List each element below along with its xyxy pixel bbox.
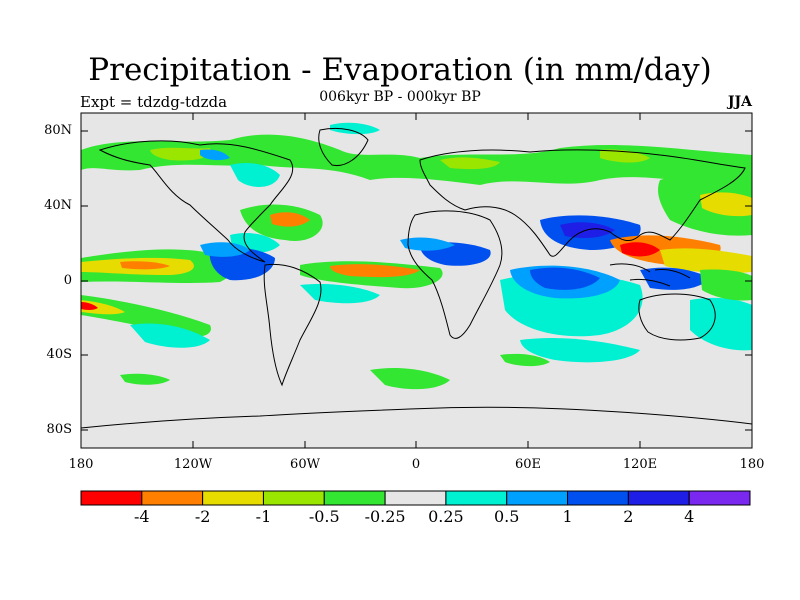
colorbar-swatch [262,490,325,506]
colorbar-swatch [627,490,690,506]
anomaly-region-southern-ocean-green-1 [370,368,450,390]
anomaly-region-southern-ocean-cyan [520,338,640,363]
colorbar-swatch [141,490,204,506]
map-title: Precipitation - Evaporation (in mm/day) [88,52,712,88]
colorbar-label: -2 [194,507,211,526]
coastline-greenland [318,127,369,167]
anomaly-region-sahel-cyan [400,237,455,251]
colorbar-label: -0.5 [308,507,340,526]
anomaly-region-pacific-orange [120,261,170,270]
colorbar-label: -0.25 [364,507,406,526]
anomaly-region-south-pacific-east-green [700,269,752,301]
lat-label-0: 0 [63,273,72,288]
anomaly-region-wpac-yellow [660,248,752,274]
anomaly-region-wpac-red [620,242,660,257]
axis-ticks [80,113,753,448]
colorbar-swatch [688,490,751,506]
colorbar [80,490,751,506]
colorbar-label: -4 [134,507,150,526]
lon-label-60e: 60E [514,457,542,472]
anomaly-region-indian-ocean-blue [530,267,600,290]
coastline-north-america [98,140,293,263]
lat-label-80s: 80S [46,422,72,437]
colorbar-label: 2 [623,507,634,526]
coastline-antarctica [81,406,752,429]
experiment-label: Expt = tdzdg-tdzda [80,93,228,111]
anomaly-region-pacific-cyan [200,242,250,257]
anomaly-region-north-cyan [230,122,380,187]
colorbar-label: 4 [684,507,695,526]
colorbar-swatch [445,490,508,506]
anomaly-region-atlantic-orange [270,212,310,227]
lon-label-180w: 180 [68,457,94,472]
anomaly-region-wpac-blue [640,267,710,290]
map-subtitle: 006kyr BP - 000kyr BP [319,89,481,105]
colorbar-swatch [567,490,629,506]
colorbar-swatch [80,490,143,506]
anomaly-region-arctic-lime [150,147,650,170]
anomaly-region-arctic-green [81,134,752,185]
anomaly-region-southern-ocean-green-2 [120,373,170,385]
lat-label-40s: 40S [46,347,72,362]
lon-label-0: 0 [411,457,421,472]
lat-label-40n: 40N [44,198,72,213]
anomaly-region-south-pacific-red [81,302,98,310]
colorbar-label: 1 [562,507,573,526]
anomaly-region-atlantic-itcz-orange [330,264,420,278]
anomaly-region-north-blue [200,149,230,161]
colorbar-swatch [384,490,447,506]
lon-label-120w: 120W [173,457,213,472]
lat-label-80n: 80N [44,123,72,138]
anomaly-fields [81,122,752,390]
colorbar-label: -1 [255,507,272,526]
coastline-africa [407,210,503,339]
anomaly-region-south-pacific-east-cyan [690,297,752,351]
coastline-south-america [263,263,322,387]
anomaly-region-south-pacific-yellow [81,300,125,315]
colorbar-label: 0.5 [493,507,520,526]
coastline-australia [638,293,716,341]
anomaly-region-south-pacific-green [81,295,211,337]
coastlines [81,127,752,429]
colorbar-label: 0.25 [428,507,464,526]
season-label: JJA [727,94,752,110]
lon-label-180e: 180 [739,457,765,472]
anomaly-region-east-asia-yellow [700,192,752,217]
lon-label-120e: 120E [622,457,658,472]
anomaly-region-southern-ocean-green-3 [500,353,550,367]
lon-label-60w: 60W [290,457,320,472]
coastline-maritime-continent [609,263,691,287]
colorbar-swatch [506,490,569,506]
anomaly-region-south-pacific-cyan [130,323,210,348]
colorbar-swatch [323,490,386,506]
coastline-europe-asia [419,149,746,257]
colorbar-swatch [202,490,264,506]
